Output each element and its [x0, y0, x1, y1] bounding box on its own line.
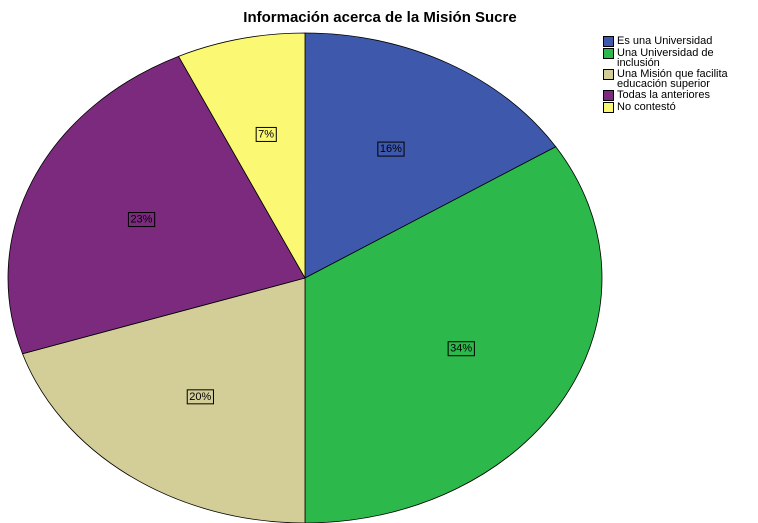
legend-item: No contestó [603, 102, 753, 113]
legend-item: Una Universidad de inclusión [603, 47, 753, 69]
value-label-box [127, 212, 156, 228]
pie-slice [177, 32, 306, 280]
legend-item: Todas la anteriores [603, 90, 753, 101]
legend-label: Una Misión que facilita educación superi… [617, 68, 728, 90]
value-label: 20% [189, 391, 211, 403]
value-label: 34% [450, 343, 472, 355]
value-label: 16% [380, 143, 402, 155]
legend-swatch [603, 48, 614, 59]
value-label-box [186, 389, 214, 405]
value-label: 23% [130, 214, 152, 226]
legend-label: Una Universidad de inclusión [617, 47, 714, 69]
legend-swatch [603, 102, 614, 113]
legend-item: Una Misión que facilita educación superi… [603, 68, 753, 90]
legend-item: Es una Universidad [603, 36, 753, 47]
legend-label: No contestó [617, 101, 676, 113]
chart-title: Información acerca de la Misión Sucre [243, 9, 516, 26]
value-label-box [255, 126, 277, 142]
value-label: 7% [258, 128, 274, 140]
legend-label: Es una Universidad [617, 35, 713, 47]
value-label-box [377, 141, 405, 157]
legend: Es una Universidad Una Universidad de inc… [603, 36, 753, 114]
legend-swatch [603, 69, 614, 80]
pie-slice [304, 146, 603, 523]
legend-label: Todas la anteriores [617, 89, 710, 101]
pie-slice [304, 32, 557, 279]
pie-slice [7, 55, 306, 355]
legend-swatch [603, 90, 614, 101]
value-label-box [447, 341, 475, 357]
pie-slice [21, 277, 306, 523]
legend-swatch [603, 36, 614, 47]
